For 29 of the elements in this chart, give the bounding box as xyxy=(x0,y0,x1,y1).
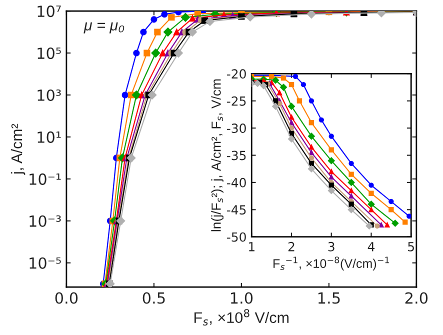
x-axis-title: F$_{s}$$^{−1}$, ×10$^{−8}$(V/cm)$^{−1}$ xyxy=(274,256,390,270)
y-tick-label: -20 xyxy=(226,69,246,79)
y-tick-label: -25 xyxy=(226,96,246,106)
y-tick-label: -35 xyxy=(226,150,246,160)
x-tick-label: 1 xyxy=(249,242,254,252)
y-tick-label: 10⁻¹ xyxy=(30,173,61,185)
x-tick-label: 4 xyxy=(368,242,375,252)
x-axis-title: F$_{s}$, ×10$^{8}$ V/cm xyxy=(194,309,289,326)
y-tick-label: 10⁵ xyxy=(38,47,61,60)
x-tick-label: 2.0 xyxy=(405,292,428,304)
y-tick-label: -30 xyxy=(226,124,246,134)
y-tick-label: 10⁻³ xyxy=(30,215,61,227)
x-tick-label: 3 xyxy=(328,242,334,252)
y-tick-label: -40 xyxy=(226,178,246,188)
y-tick-label: 10¹ xyxy=(38,131,61,143)
y-tick-label: -50 xyxy=(226,232,246,242)
x-tick-label: 5 xyxy=(408,242,414,252)
annotation: μ = μ₀ xyxy=(84,22,124,34)
y-tick-label: 10⁷ xyxy=(38,6,61,18)
y-tick-label: -45 xyxy=(226,205,246,215)
y-axis-title: j, A/cm² xyxy=(10,124,26,175)
x-tick-label: 0.5 xyxy=(142,292,165,304)
y-tick-label: 10³ xyxy=(38,89,61,102)
y-axis-title: ln(j/F$_{s}$²); j, A/cm², F$_{s}$, V/cm xyxy=(211,79,224,232)
y-tick-label: 10⁻⁵ xyxy=(30,257,61,269)
x-tick-label: 1.0 xyxy=(230,292,253,304)
x-tick-label: 2 xyxy=(288,242,294,252)
x-tick-label: 1.5 xyxy=(318,292,340,304)
x-tick-label: 0.0 xyxy=(55,292,78,304)
